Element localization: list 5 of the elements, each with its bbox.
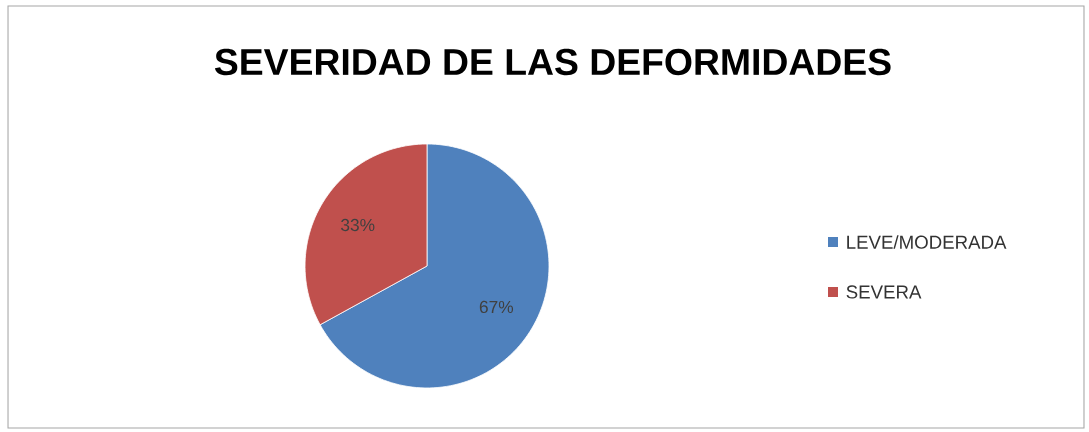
data-label: 67% [479, 300, 514, 314]
legend-label: LEVE/MODERADA [847, 235, 1007, 249]
data-label: 33% [341, 218, 375, 232]
legend-label: SEVERA [846, 285, 922, 299]
chart-title: SEVERIDAD DE LAS DEFORMIDADES [214, 48, 891, 76]
